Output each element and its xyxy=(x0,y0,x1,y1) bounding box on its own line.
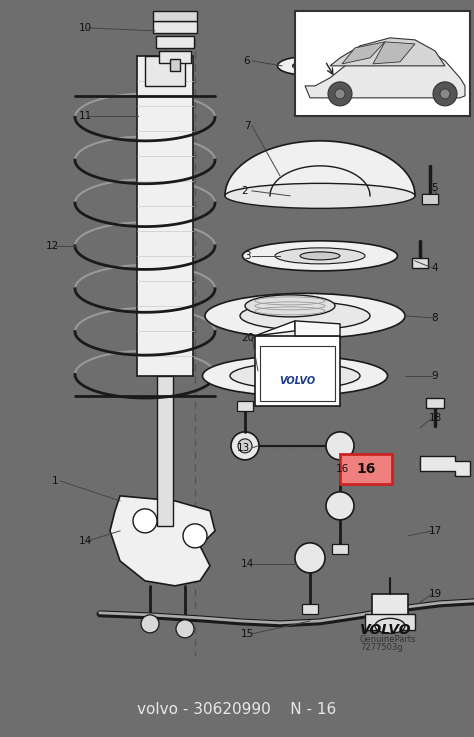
Bar xyxy=(157,376,173,526)
Text: 6: 6 xyxy=(244,56,250,66)
Circle shape xyxy=(433,82,457,106)
Bar xyxy=(156,36,194,48)
Circle shape xyxy=(328,82,352,106)
Text: 1: 1 xyxy=(52,476,58,486)
Text: 9: 9 xyxy=(432,371,438,381)
Bar xyxy=(137,56,193,376)
Text: 16: 16 xyxy=(336,464,348,474)
Bar xyxy=(170,59,180,71)
Polygon shape xyxy=(420,456,470,476)
Text: 18: 18 xyxy=(428,413,442,423)
Ellipse shape xyxy=(202,356,388,396)
Text: 16: 16 xyxy=(356,462,376,476)
Text: 14: 14 xyxy=(240,559,254,569)
Polygon shape xyxy=(373,42,415,64)
Text: 20: 20 xyxy=(241,333,255,343)
Bar xyxy=(340,454,392,484)
Ellipse shape xyxy=(375,618,405,633)
Bar xyxy=(295,11,470,116)
Text: VOLVO: VOLVO xyxy=(280,377,316,386)
Circle shape xyxy=(326,492,354,520)
Bar xyxy=(159,51,191,63)
Bar xyxy=(422,194,438,204)
Polygon shape xyxy=(305,44,465,98)
Bar xyxy=(412,258,428,268)
Polygon shape xyxy=(330,38,445,66)
Circle shape xyxy=(231,432,259,460)
Ellipse shape xyxy=(230,363,360,389)
Text: 19: 19 xyxy=(428,589,442,599)
Text: 5: 5 xyxy=(432,183,438,193)
Circle shape xyxy=(326,432,354,460)
Bar xyxy=(302,604,318,614)
Text: 7: 7 xyxy=(244,121,250,131)
Ellipse shape xyxy=(240,302,370,330)
Text: VOLVO: VOLVO xyxy=(360,623,411,637)
Bar xyxy=(145,56,185,86)
Circle shape xyxy=(176,620,194,638)
Bar xyxy=(153,21,197,33)
Text: 13: 13 xyxy=(237,443,250,453)
Text: 14: 14 xyxy=(78,536,91,546)
Bar xyxy=(426,398,444,408)
Circle shape xyxy=(183,524,207,548)
Ellipse shape xyxy=(280,167,360,185)
Ellipse shape xyxy=(300,252,340,260)
Polygon shape xyxy=(342,42,385,64)
Circle shape xyxy=(141,615,159,633)
Ellipse shape xyxy=(292,62,318,70)
Ellipse shape xyxy=(245,295,335,317)
Text: GenuineParts: GenuineParts xyxy=(360,635,417,644)
Bar xyxy=(260,346,335,401)
Circle shape xyxy=(440,89,450,99)
Circle shape xyxy=(335,89,345,99)
Text: 3: 3 xyxy=(244,251,250,261)
Polygon shape xyxy=(225,141,415,196)
Text: 7277503g: 7277503g xyxy=(360,643,402,652)
Ellipse shape xyxy=(240,158,400,194)
Bar xyxy=(237,401,253,411)
Bar xyxy=(255,336,340,406)
Bar xyxy=(332,544,348,554)
Polygon shape xyxy=(295,321,340,336)
Circle shape xyxy=(238,439,252,453)
Text: 2: 2 xyxy=(242,186,248,196)
Text: 17: 17 xyxy=(428,526,442,536)
Circle shape xyxy=(295,543,325,573)
Text: 10: 10 xyxy=(78,23,91,33)
Polygon shape xyxy=(110,496,215,586)
Ellipse shape xyxy=(205,293,405,338)
Ellipse shape xyxy=(243,241,398,271)
Text: volvo - 30620990    N - 16: volvo - 30620990 N - 16 xyxy=(137,702,337,717)
Ellipse shape xyxy=(225,184,415,209)
Text: 15: 15 xyxy=(240,629,254,639)
Bar xyxy=(372,594,408,616)
Ellipse shape xyxy=(277,57,332,75)
Text: 11: 11 xyxy=(78,111,91,121)
Circle shape xyxy=(133,509,157,533)
Polygon shape xyxy=(255,321,295,336)
Ellipse shape xyxy=(275,248,365,264)
Text: 8: 8 xyxy=(432,313,438,323)
Bar xyxy=(365,614,415,630)
Text: 4: 4 xyxy=(432,263,438,273)
Text: 12: 12 xyxy=(46,241,59,251)
Polygon shape xyxy=(422,194,438,204)
Bar xyxy=(153,11,197,21)
